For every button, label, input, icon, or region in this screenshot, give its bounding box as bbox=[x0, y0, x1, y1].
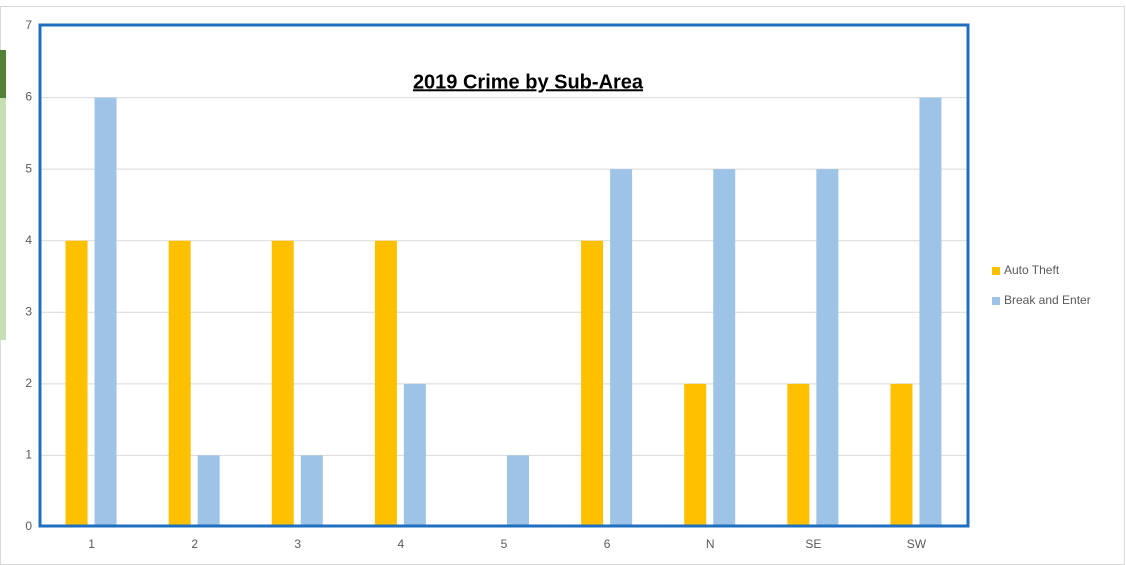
bar bbox=[684, 383, 707, 527]
bar bbox=[713, 169, 736, 527]
bar bbox=[300, 455, 323, 527]
y-tick-label: 7 bbox=[25, 18, 32, 32]
bar bbox=[890, 383, 913, 527]
bar bbox=[94, 97, 117, 528]
x-tick-label: 1 bbox=[88, 537, 95, 551]
bar bbox=[168, 240, 191, 527]
bar bbox=[787, 383, 810, 527]
x-tick-label: 5 bbox=[501, 537, 508, 551]
y-tick-label: 1 bbox=[25, 448, 32, 462]
x-tick-label: 4 bbox=[398, 537, 405, 551]
x-tick-label: N bbox=[706, 537, 715, 551]
x-tick-label: 3 bbox=[294, 537, 301, 551]
legend-swatch bbox=[992, 297, 1000, 305]
sheet-edge bbox=[0, 50, 6, 340]
legend-label: Break and Enter bbox=[1004, 293, 1091, 307]
bar bbox=[374, 240, 397, 527]
bar bbox=[271, 240, 294, 527]
y-tick-label: 6 bbox=[25, 90, 32, 104]
sheet-edge-header bbox=[0, 50, 6, 98]
y-tick-label: 4 bbox=[25, 233, 32, 247]
plot-border bbox=[38, 23, 970, 528]
chart-title: 2019 Crime by Sub-Area bbox=[413, 71, 644, 93]
x-tick-label: 6 bbox=[604, 537, 611, 551]
bar bbox=[65, 240, 88, 527]
bar bbox=[919, 97, 942, 528]
bar bbox=[816, 169, 839, 527]
bar bbox=[403, 383, 426, 527]
y-tick-label: 3 bbox=[25, 304, 32, 318]
bar bbox=[581, 240, 604, 527]
bar bbox=[610, 169, 633, 527]
y-tick-label: 5 bbox=[25, 161, 32, 175]
x-tick-label: SE bbox=[805, 537, 821, 551]
x-tick-label: 2 bbox=[191, 537, 198, 551]
bar bbox=[197, 455, 220, 527]
legend-swatch bbox=[992, 267, 1000, 275]
x-tick-label: SW bbox=[907, 537, 927, 551]
legend-label: Auto Theft bbox=[1004, 263, 1060, 277]
y-tick-label: 0 bbox=[25, 519, 32, 533]
y-tick-label: 2 bbox=[25, 376, 32, 390]
bar bbox=[507, 455, 529, 527]
